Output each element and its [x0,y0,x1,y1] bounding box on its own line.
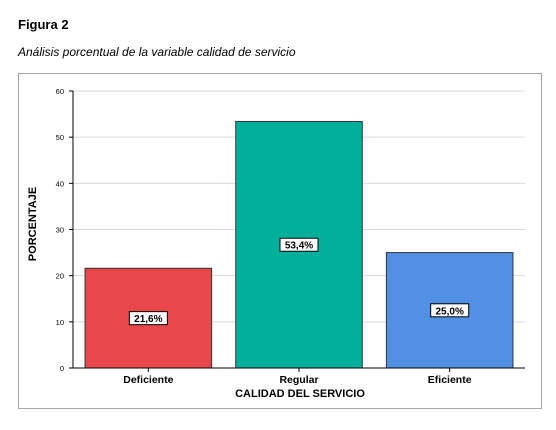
data-label-box [430,303,470,318]
x-tick-label: Eficiente [428,374,472,386]
data-label-box [279,237,319,252]
x-tick-label: Regular [279,374,318,386]
bar-eficiente [385,252,514,369]
bars: 21,6% 53,4% 25,0% [84,120,514,369]
data-label-box [128,311,168,326]
data-label: 53,4% [285,241,313,252]
x-tick-label: Deficiente [123,374,173,386]
x-axis-label: CALIDAD DEL SERVICIO [235,388,365,400]
y-tick-label: 20 [56,272,64,281]
figure-caption: Análisis porcentual de la variable calid… [18,45,296,59]
y-tick-label: 40 [56,179,64,188]
data-label: 21,6% [134,314,162,325]
figure-label: Figura 2 [18,17,69,32]
y-tick-label: 60 [56,87,64,96]
bar-chart: 21,6% 53,4% 25,0% 0 10 20 30 40 50 60 Deficiente R… [27,87,525,400]
axes: 0 10 20 30 40 50 60 Deficiente Regular Eficiente [56,87,525,386]
data-label: 25,0% [435,306,463,317]
y-tick-label: 30 [56,226,64,235]
y-tick-label: 50 [56,133,64,142]
chart-frame: 21,6% 53,4% 25,0% 0 10 20 30 40 50 60 Deficiente R… [18,73,542,409]
y-tick-label: 10 [56,318,64,327]
y-tick-label: 0 [60,364,64,373]
y-axis-label: PORCENTAJE [27,187,39,261]
